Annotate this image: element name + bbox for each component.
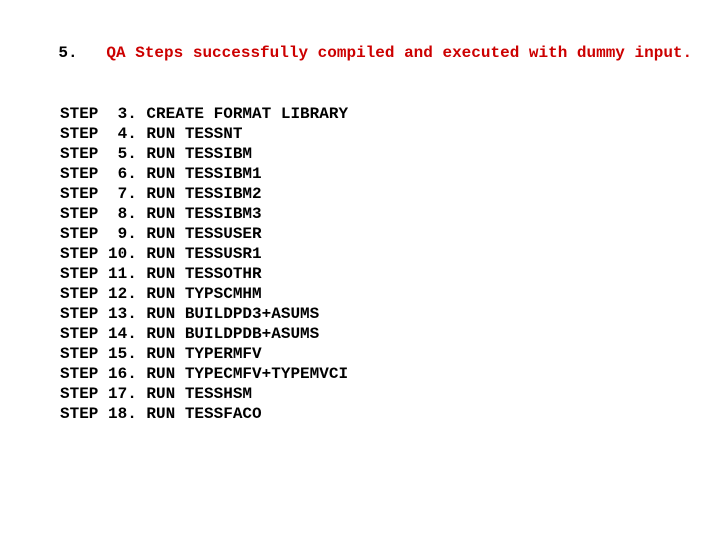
- step-row: STEP 14. RUN BUILDPDB+ASUMS: [60, 324, 700, 344]
- step-row: STEP 16. RUN TYPECMFV+TYPEMVCI: [60, 364, 700, 384]
- step-row: STEP 8. RUN TESSIBM3: [60, 204, 700, 224]
- section-number: 5.: [58, 44, 77, 62]
- step-row: STEP 11. RUN TESSOTHR: [60, 264, 700, 284]
- section-title: QA Steps successfully compiled and execu…: [106, 44, 692, 62]
- step-row: STEP 5. RUN TESSIBM: [60, 144, 700, 164]
- step-row: STEP 4. RUN TESSNT: [60, 124, 700, 144]
- page: 5. QA Steps successfully compiled and ex…: [0, 0, 720, 540]
- step-row: STEP 3. CREATE FORMAT LIBRARY: [60, 104, 700, 124]
- step-row: STEP 6. RUN TESSIBM1: [60, 164, 700, 184]
- section-heading: 5. QA Steps successfully compiled and ex…: [20, 26, 700, 80]
- step-row: STEP 9. RUN TESSUSER: [60, 224, 700, 244]
- heading-gap: [78, 44, 107, 62]
- step-row: STEP 18. RUN TESSFACO: [60, 404, 700, 424]
- step-row: STEP 10. RUN TESSUSR1: [60, 244, 700, 264]
- step-row: STEP 12. RUN TYPSCMHM: [60, 284, 700, 304]
- step-row: STEP 7. RUN TESSIBM2: [60, 184, 700, 204]
- step-row: STEP 15. RUN TYPERMFV: [60, 344, 700, 364]
- steps-list: STEP 3. CREATE FORMAT LIBRARYSTEP 4. RUN…: [60, 104, 700, 424]
- step-row: STEP 13. RUN BUILDPD3+ASUMS: [60, 304, 700, 324]
- step-row: STEP 17. RUN TESSHSM: [60, 384, 700, 404]
